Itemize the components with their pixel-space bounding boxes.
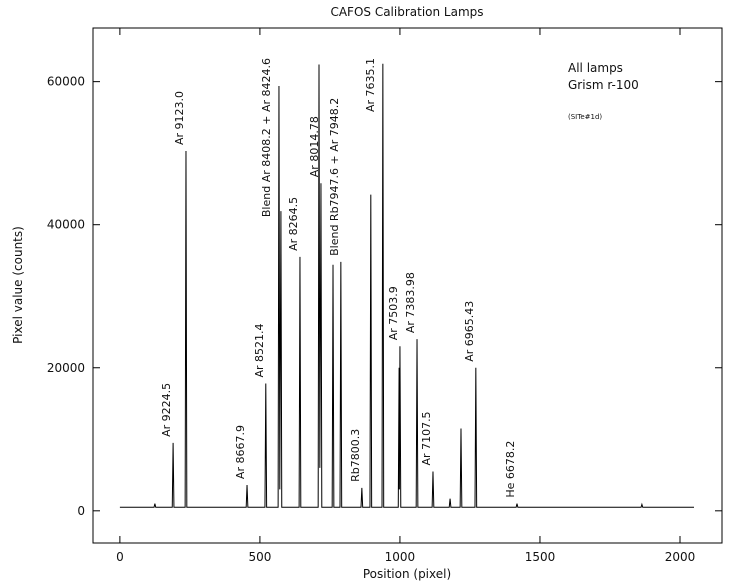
spectrum-line [119, 63, 694, 508]
peak-label: Ar 7383.98 [404, 272, 417, 333]
peak-label: Ar 9224.5 [160, 383, 173, 437]
peak-label: Ar 8014.78 [308, 116, 321, 177]
y-tick-label: 40000 [47, 218, 85, 232]
x-tick-label: 500 [248, 550, 271, 564]
y-tick-label: 20000 [47, 361, 85, 375]
note: Grism r-100 [568, 78, 639, 92]
peak-label: Blend Ar 8408.2 + Ar 8424.6 [260, 58, 273, 217]
note: (SITe#1d) [568, 113, 602, 121]
peak-label: Blend Rb7947.6 + Ar 7948.2 [328, 98, 341, 256]
x-tick-label: 0 [116, 550, 124, 564]
x-axis-label: Position (pixel) [363, 567, 451, 581]
y-axis-label: Pixel value (counts) [11, 226, 25, 344]
y-tick-label: 60000 [47, 75, 85, 89]
plot-frame [92, 27, 723, 544]
peak-label: Ar 6965.43 [463, 301, 476, 362]
peak-label: Ar 7635.1 [364, 58, 377, 112]
peak-label: Ar 8521.4 [253, 323, 266, 377]
y-tick-label: 0 [77, 504, 85, 518]
chart-title: CAFOS Calibration Lamps [330, 5, 483, 19]
note: All lamps [568, 61, 623, 75]
peak-label: He 6678.2 [504, 441, 517, 498]
peak-label: Ar 7503.9 [387, 286, 400, 340]
x-tick-label: 1000 [385, 550, 416, 564]
x-tick-label: 1500 [525, 550, 556, 564]
peak-label: Ar 8667.9 [234, 425, 247, 479]
peak-label: Rb7800.3 [349, 429, 362, 482]
peak-label: Ar 9123.0 [173, 91, 186, 145]
x-tick-label: 2000 [665, 550, 696, 564]
peak-label: Ar 7107.5 [420, 411, 433, 465]
peak-label: Ar 8264.5 [287, 197, 300, 251]
